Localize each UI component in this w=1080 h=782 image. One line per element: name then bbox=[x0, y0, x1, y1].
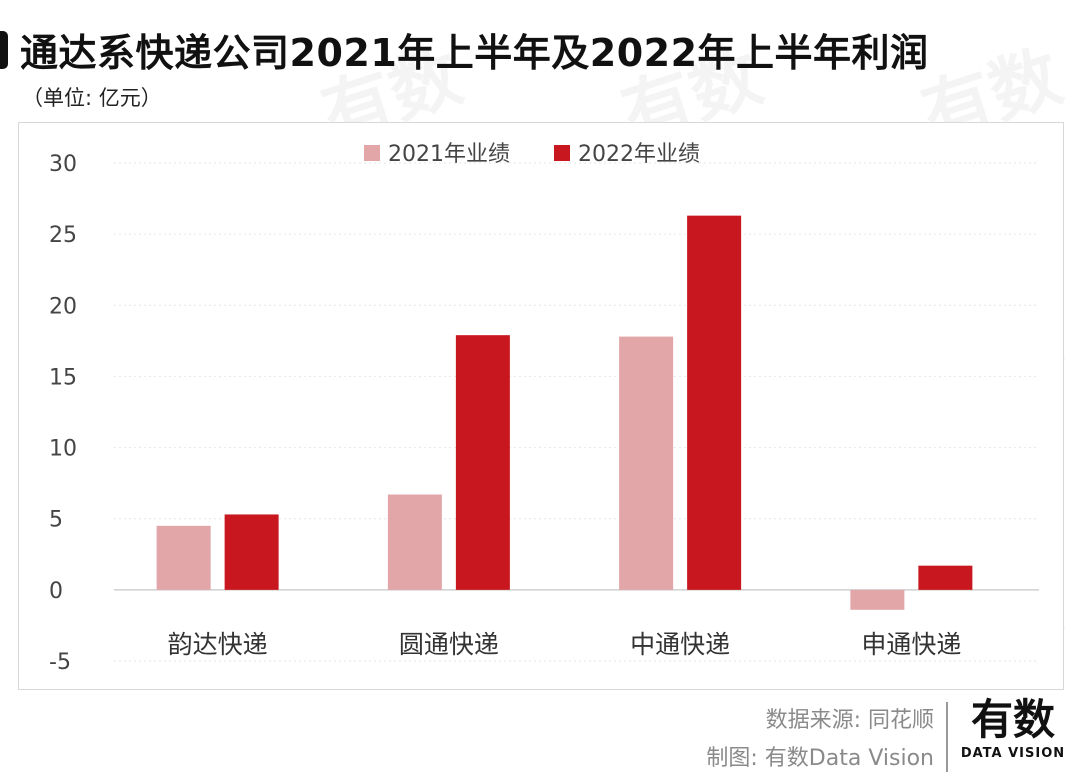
bar-2022 bbox=[918, 565, 973, 590]
bar-2021 bbox=[850, 589, 905, 610]
legend-label: 2022年业绩 bbox=[578, 142, 700, 167]
bar-2022 bbox=[224, 514, 279, 590]
legend-label: 2021年业绩 bbox=[388, 142, 510, 167]
legend-swatch bbox=[554, 145, 570, 161]
bar-2021 bbox=[387, 494, 442, 590]
y-tick-label: 0 bbox=[49, 579, 63, 604]
chart-credit: 制图: 有数Data Vision bbox=[706, 746, 934, 771]
bar-2022 bbox=[455, 335, 510, 590]
x-tick-label: 韵达快递 bbox=[168, 630, 268, 659]
y-tick-label: -5 bbox=[49, 650, 71, 675]
x-tick-label: 申通快递 bbox=[861, 630, 961, 659]
y-tick-label: 30 bbox=[49, 152, 77, 177]
bar-chart: 30 25 20 15 10 5 0 -5 韵达快递 圆通快递 中通快递 申通快递 2021年业绩 202… bbox=[49, 142, 1039, 675]
x-tick-label: 圆通快递 bbox=[399, 630, 499, 659]
logo-text: 有数 bbox=[970, 695, 1055, 744]
title-marker bbox=[0, 30, 8, 69]
logo-subtext: DATA VISION bbox=[960, 746, 1066, 761]
unit-label: （单位: 亿元） bbox=[22, 86, 162, 110]
title-bar: 通达系快递公司2021年上半年及2022年上半年利润 bbox=[0, 22, 929, 77]
y-tick-label: 25 bbox=[49, 223, 77, 248]
bar-2021 bbox=[156, 525, 211, 590]
y-tick-label: 15 bbox=[49, 365, 77, 390]
data-source: 数据来源: 同花顺 bbox=[765, 708, 934, 733]
y-tick-label: 20 bbox=[49, 294, 77, 319]
bar-2022 bbox=[687, 215, 742, 590]
x-tick-label: 中通快递 bbox=[630, 630, 730, 659]
legend-swatch bbox=[364, 145, 380, 161]
chart-title: 通达系快递公司2021年上半年及2022年上半年利润 bbox=[20, 31, 929, 75]
bar-2021 bbox=[619, 336, 674, 590]
chart-area: 30 25 20 15 10 5 0 -5 韵达快递 圆通快递 中通快递 申通快递 2021年业绩 202… bbox=[18, 122, 1064, 690]
y-tick-label: 5 bbox=[49, 508, 63, 533]
y-tick-label: 10 bbox=[49, 437, 77, 462]
brand-logo: 有数 DATA VISION bbox=[958, 694, 1068, 761]
logo-divider bbox=[946, 702, 948, 772]
